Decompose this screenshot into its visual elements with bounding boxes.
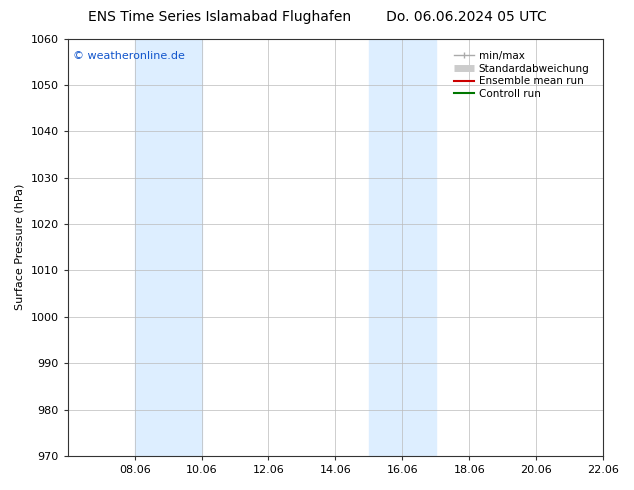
Bar — [403, 39, 436, 456]
Bar — [134, 39, 168, 456]
Y-axis label: Surface Pressure (hPa): Surface Pressure (hPa) — [15, 184, 25, 311]
Bar — [369, 39, 403, 456]
Text: ENS Time Series Islamabad Flughafen        Do. 06.06.2024 05 UTC: ENS Time Series Islamabad Flughafen Do. … — [87, 10, 547, 24]
Text: © weatheronline.de: © weatheronline.de — [73, 51, 185, 61]
Legend: min/max, Standardabweichung, Ensemble mean run, Controll run: min/max, Standardabweichung, Ensemble me… — [451, 48, 593, 102]
Bar — [168, 39, 202, 456]
